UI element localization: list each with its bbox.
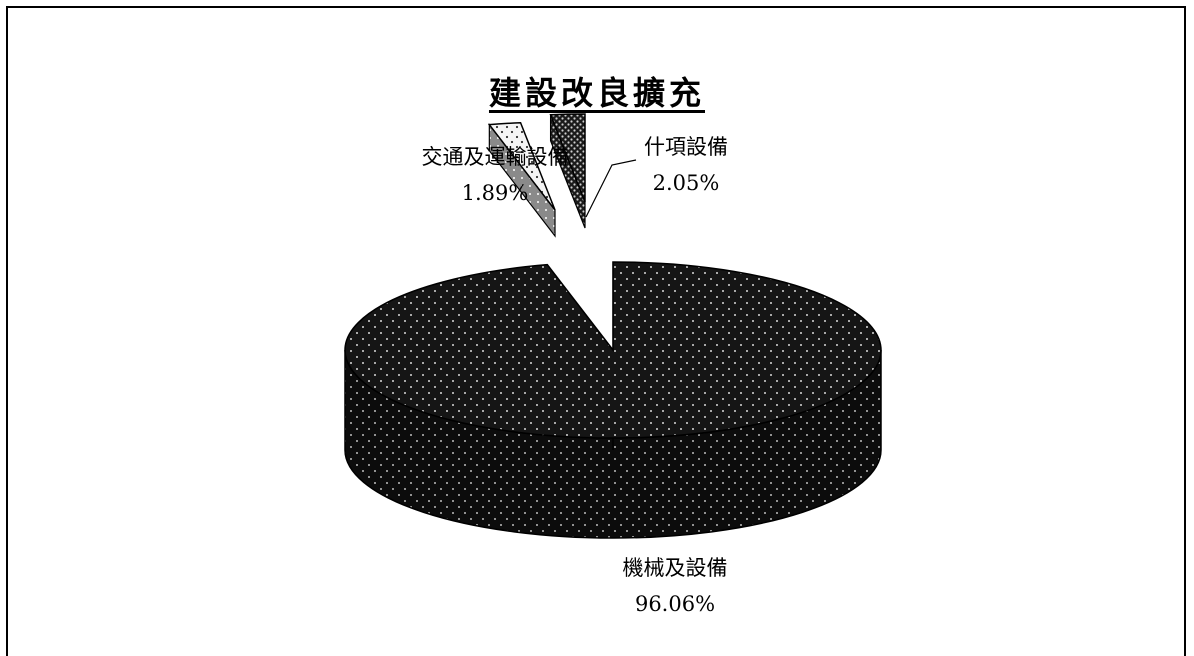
slice-name-misc: 什項設備 <box>644 135 728 159</box>
pie-slice-machinery <box>344 261 882 439</box>
pie-slice-misc <box>549 113 586 203</box>
leader-line-misc <box>585 159 637 218</box>
pie-slice-transport <box>487 121 556 211</box>
slice-label-machinery: 機械及設備 96.06% <box>560 552 790 616</box>
slice-label-transport: 交通及運輸設備 1.89% <box>395 141 595 205</box>
chart-title: 建設改良擴充 <box>488 74 705 112</box>
chart-frame <box>6 6 1186 656</box>
slice-label-misc: 什項設備 2.05% <box>616 131 756 195</box>
slice-percent-transport: 1.89% <box>461 181 529 205</box>
slice-name-transport: 交通及運輸設備 <box>421 145 569 169</box>
slice-percent-machinery: 96.06% <box>634 592 716 616</box>
slice-name-machinery: 機械及設備 <box>622 556 728 580</box>
slice-percent-misc: 2.05% <box>652 171 720 195</box>
